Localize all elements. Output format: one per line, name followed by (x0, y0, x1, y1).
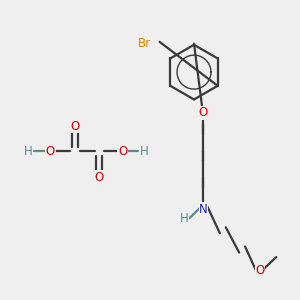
Text: N: N (199, 203, 208, 216)
Text: Br: Br (138, 37, 152, 50)
Text: O: O (199, 106, 208, 119)
Text: O: O (255, 264, 265, 277)
Text: O: O (70, 120, 80, 133)
Text: H: H (180, 212, 189, 226)
Text: O: O (95, 171, 104, 184)
Text: O: O (46, 145, 55, 158)
Text: H: H (140, 145, 148, 158)
Text: O: O (118, 145, 127, 158)
Text: H: H (24, 145, 32, 158)
